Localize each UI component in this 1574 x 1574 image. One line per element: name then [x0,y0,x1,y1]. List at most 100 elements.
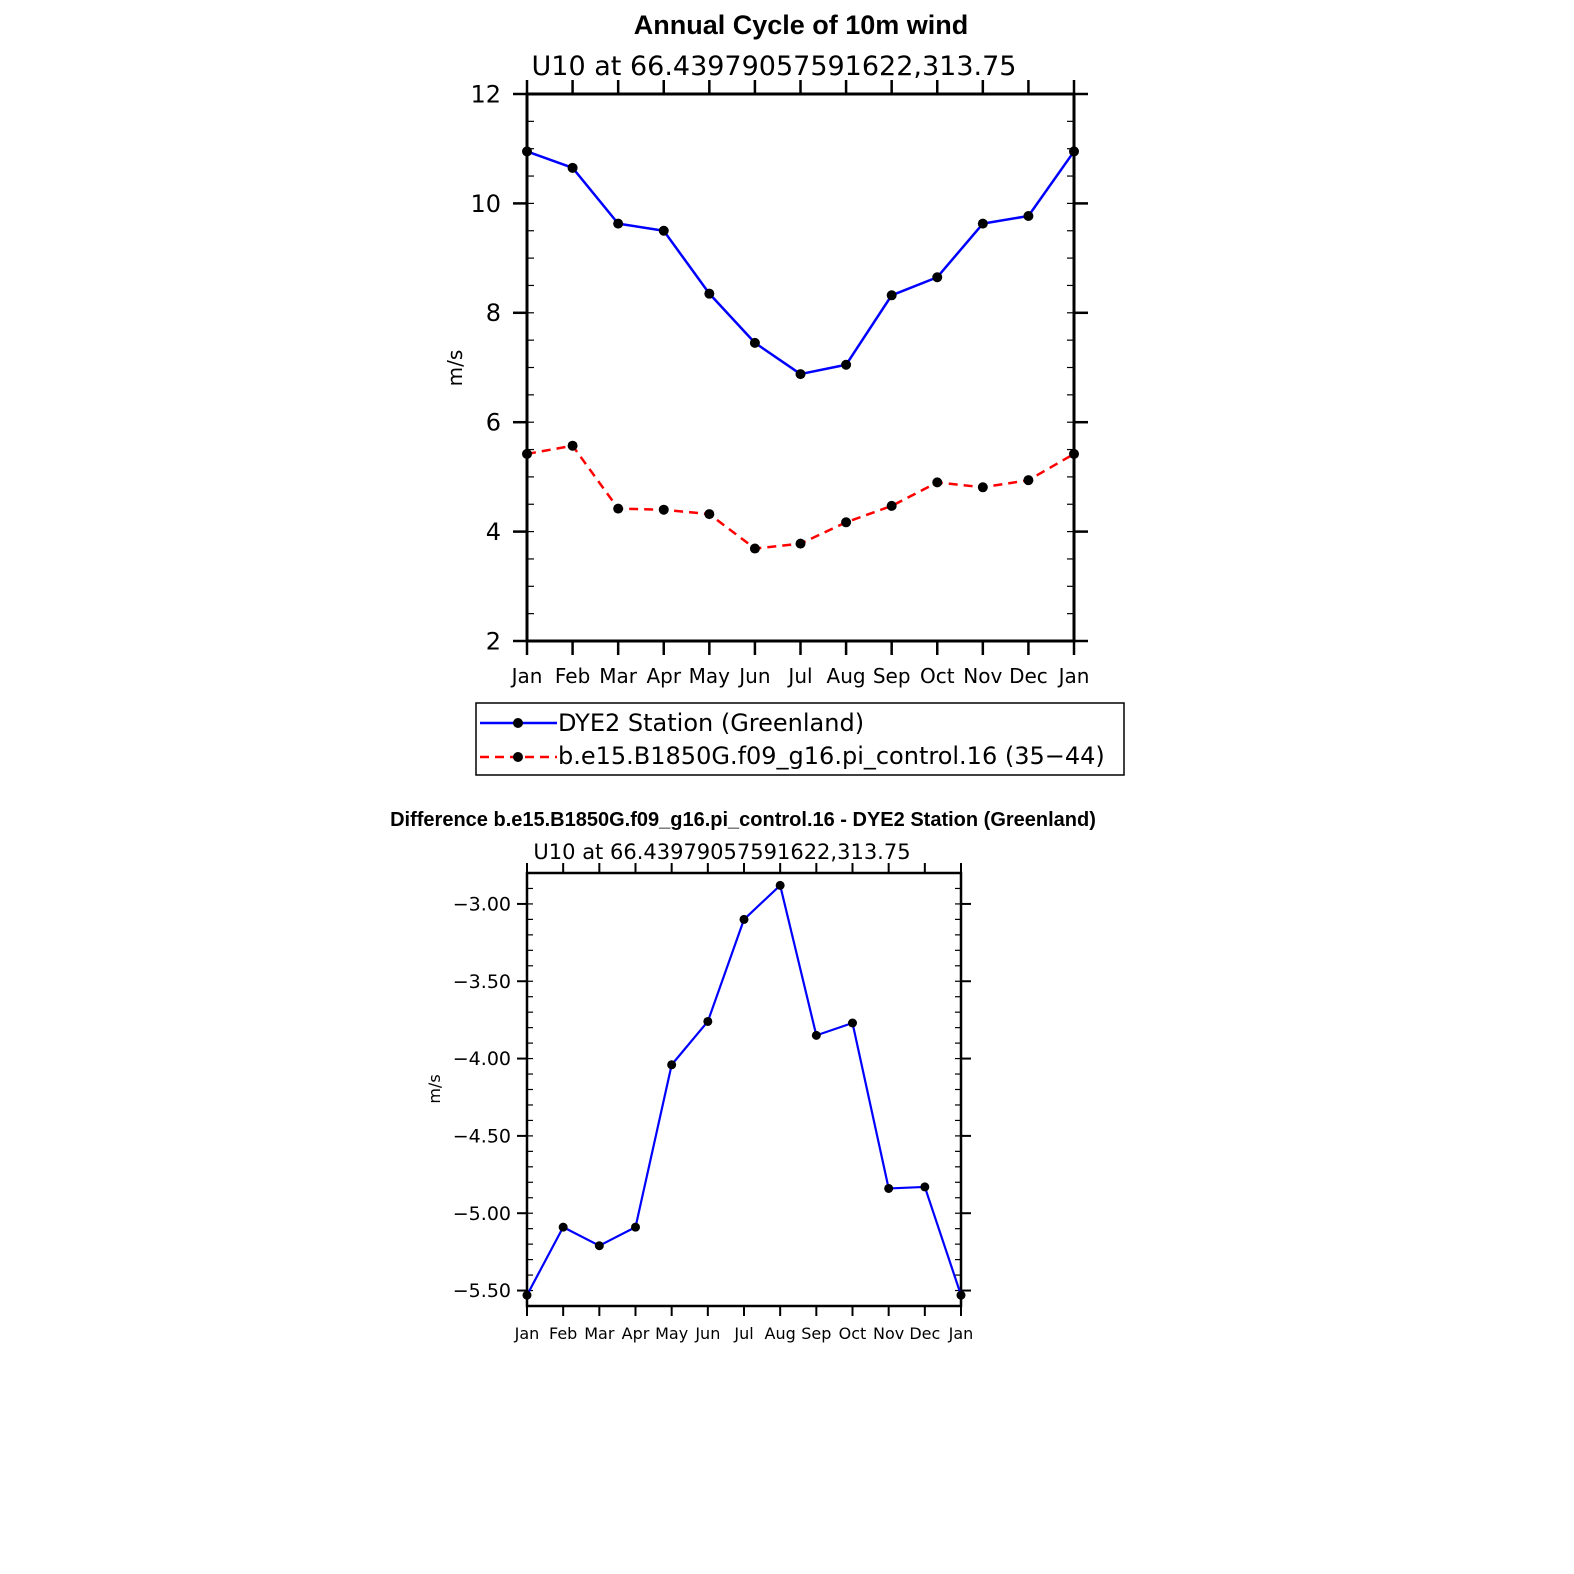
legend-label-obs: DYE2 Station (Greenland) [558,709,864,737]
data-point-0 [977,218,988,229]
x-tick-label: Dec [1009,664,1048,688]
chart1-title: Annual Cycle of 10m wind [634,10,969,40]
data-point-1 [841,517,852,528]
annual-cycle-chart: Annual Cycle of 10m wind U10 at 66.43979… [443,10,1125,776]
legend-box [475,702,1125,776]
x-tick-label: Oct [839,1324,867,1343]
data-point-0 [613,218,624,229]
chart1-subtitle: U10 at 66.43979057591622,313.75 [532,51,1017,82]
data-point-0 [667,1060,677,1070]
data-point-0 [848,1018,857,1028]
data-point-0 [775,880,785,890]
x-tick-label: Feb [555,664,590,688]
data-point-1 [886,500,897,511]
x-tick-label: Nov [963,664,1002,688]
data-point-1 [704,509,715,520]
y-tick-label: −4.00 [453,1048,511,1070]
data-point-1 [522,448,532,459]
x-tick-label: Jul [786,664,812,688]
data-point-0 [658,225,669,236]
y-tick-label: −5.00 [453,1203,511,1225]
data-point-0 [749,337,760,348]
data-point-0 [1023,210,1034,221]
data-point-0 [886,290,897,301]
chart2-series [522,880,966,1300]
y-tick-label: −3.50 [453,971,511,993]
series-line-0 [526,150,1076,376]
x-tick-label: Jan [948,1324,974,1343]
x-tick-label: Aug [765,1324,796,1343]
legend-marker-model [513,752,523,762]
data-point-0 [522,146,532,157]
data-point-0 [567,162,578,173]
x-tick-label: Jan [514,1324,540,1343]
chart2-subtitle: U10 at 66.43979057591622,313.75 [533,840,910,864]
series-line-0 [526,884,963,1296]
data-point-0 [631,1222,640,1232]
y-tick-label: 6 [486,409,501,437]
legend-entry-obs: DYE2 Station (Greenland) [480,709,864,737]
data-point-0 [703,1016,713,1026]
x-tick-label: May [655,1324,688,1343]
chart2-y-axis-label: m/s [425,1074,444,1103]
x-tick-label: Oct [920,664,955,688]
data-point-1 [658,504,669,515]
chart2-axes: Jan Feb Mar Apr May Jun Jul Aug Sep Oct Nov Dec Jan −… [453,863,974,1343]
legend-marker-obs [513,718,523,728]
x-tick-label: Jul [733,1324,753,1343]
data-point-0 [884,1183,894,1193]
y-tick-label: −3.00 [453,894,511,916]
data-point-0 [704,288,715,299]
chart1-axes: Jan Feb Mar Apr May Jun Jul Aug Sep Oct Nov Dec Jan 2… [470,80,1089,688]
y-tick-label: 12 [470,80,501,108]
x-tick-label: Mar [584,1324,615,1343]
data-point-1 [1069,448,1079,459]
x-tick-label: Jan [510,664,543,688]
x-tick-label: Jun [737,664,770,688]
y-tick-label: 2 [486,627,501,655]
data-point-0 [795,369,806,380]
data-point-0 [841,359,852,370]
chart1-y-axis-label: m/s [443,350,467,387]
x-tick-label: Mar [599,664,638,688]
data-point-1 [795,538,806,549]
legend-entry-model: b.e15.B1850G.f09_g16.pi_control.16 (35−4… [480,742,1105,770]
data-point-1 [932,477,943,488]
data-point-0 [739,914,749,924]
data-point-0 [956,1290,966,1300]
chart2-title: Difference b.e15.B1850G.f09_g16.pi_contr… [390,809,1096,831]
chart1-legend: DYE2 Station (Greenland) b.e15.B1850G.f0… [475,702,1125,776]
x-tick-label: May [689,664,731,688]
x-tick-label: Nov [873,1324,904,1343]
y-tick-label: 4 [486,518,501,546]
x-tick-label: Jun [694,1324,720,1343]
data-point-1 [1023,475,1034,486]
data-point-0 [1069,146,1079,157]
x-tick-label: Sep [801,1324,831,1343]
data-point-0 [522,1290,532,1300]
x-tick-label: Aug [827,664,866,688]
x-tick-label: Jan [1057,664,1090,688]
x-tick-label: Feb [549,1324,577,1343]
data-point-0 [811,1030,821,1040]
plot-frame [525,92,1076,643]
y-tick-label: 10 [470,190,501,218]
data-point-0 [594,1241,604,1251]
difference-chart: Difference b.e15.B1850G.f09_g16.pi_contr… [390,809,1096,1343]
data-point-0 [558,1222,568,1232]
y-tick-label: −5.50 [453,1280,511,1302]
data-point-1 [977,482,988,493]
data-point-1 [749,543,760,554]
y-tick-label: 8 [486,299,501,327]
series-line-1 [526,444,1075,550]
x-tick-label: Sep [873,664,911,688]
data-point-0 [920,1182,930,1192]
x-tick-label: Dec [909,1324,940,1343]
legend-label-model: b.e15.B1850G.f09_g16.pi_control.16 (35−4… [558,742,1105,770]
x-tick-label: Apr [622,1324,650,1343]
x-tick-label: Apr [646,664,681,688]
chart1-series [522,146,1079,554]
data-point-1 [613,503,624,514]
y-tick-label: −4.50 [453,1126,511,1148]
